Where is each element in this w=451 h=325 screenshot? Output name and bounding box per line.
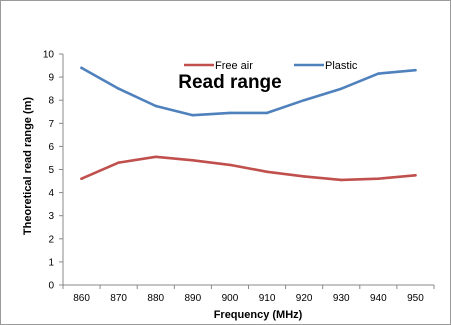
y-tick-label: 0 xyxy=(48,281,54,292)
y-tick-label: 1 xyxy=(48,257,54,268)
data-point-plastic xyxy=(340,87,343,90)
data-point-free-air xyxy=(303,175,306,178)
data-point-free-air xyxy=(154,155,157,158)
x-tick-label: 870 xyxy=(110,293,127,304)
data-point-free-air xyxy=(117,161,120,164)
data-point-free-air xyxy=(340,179,343,182)
x-tick-label: 950 xyxy=(407,293,424,304)
x-tick-label: 940 xyxy=(370,293,387,304)
y-tick-label: 2 xyxy=(48,234,54,245)
data-point-plastic xyxy=(192,114,195,117)
x-tick-label: 930 xyxy=(333,293,350,304)
data-point-free-air xyxy=(414,174,417,177)
data-point-plastic xyxy=(303,99,306,102)
y-tick-label: 6 xyxy=(48,142,54,153)
data-point-plastic xyxy=(154,105,157,108)
x-tick-label: 900 xyxy=(222,293,239,304)
y-tick-label: 4 xyxy=(48,188,54,199)
x-tick-label: 860 xyxy=(73,293,90,304)
x-tick-label: 920 xyxy=(296,293,313,304)
data-point-free-air xyxy=(229,164,232,167)
data-point-free-air xyxy=(80,177,83,180)
legend-label-free-air: Free air xyxy=(215,60,253,72)
data-point-plastic xyxy=(377,72,380,75)
x-tick-label: 890 xyxy=(185,293,202,304)
data-point-plastic xyxy=(414,69,417,72)
y-tick-label: 8 xyxy=(48,96,54,107)
data-point-plastic xyxy=(80,67,83,70)
x-axis-title: Frequency (MHz) xyxy=(214,309,303,321)
y-tick-label: 9 xyxy=(48,73,54,84)
y-tick-label: 7 xyxy=(48,119,54,130)
series-line-free-air xyxy=(82,157,416,180)
data-point-free-air xyxy=(266,171,269,174)
x-tick-label: 880 xyxy=(147,293,164,304)
data-point-plastic xyxy=(229,112,232,115)
legend-label-plastic: Plastic xyxy=(325,60,358,72)
data-point-free-air xyxy=(377,177,380,180)
y-axis-title: Theoretical read range (m) xyxy=(22,97,34,235)
chart-title: Read range xyxy=(178,72,281,93)
y-tick-label: 10 xyxy=(43,50,55,61)
data-point-plastic xyxy=(117,87,120,90)
data-point-free-air xyxy=(192,159,195,162)
y-tick-label: 5 xyxy=(48,165,54,176)
data-point-plastic xyxy=(266,112,269,115)
y-tick-label: 3 xyxy=(48,211,54,222)
x-tick-label: 910 xyxy=(259,293,276,304)
